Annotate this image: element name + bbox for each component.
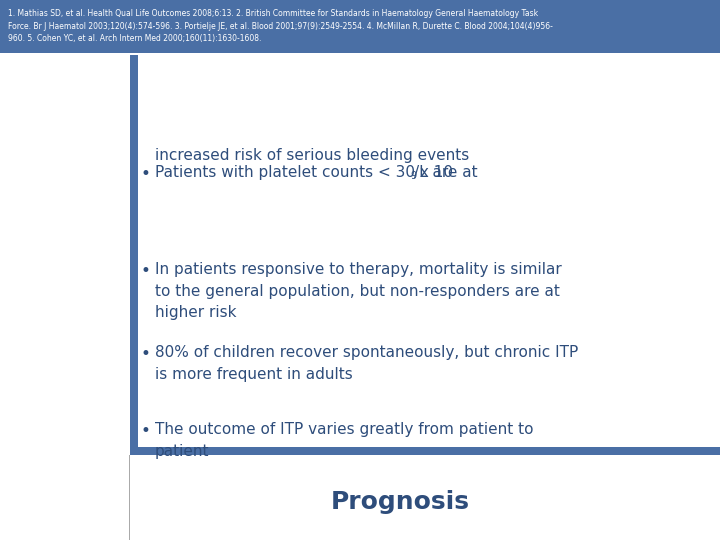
Text: •: • [140, 345, 150, 363]
Bar [130, 55, 138, 455]
Text: /L are at: /L are at [415, 165, 478, 180]
Text: increased risk of serious bleeding events: increased risk of serious bleeding event… [155, 148, 469, 163]
Text: •: • [140, 165, 150, 183]
Bar [129, 455, 130, 540]
Text: 9: 9 [410, 171, 416, 181]
Text: •: • [140, 262, 150, 280]
Text: Prognosis: Prognosis [330, 490, 469, 514]
Text: 80% of children recover spontaneously, but chronic ITP
is more frequent in adult: 80% of children recover spontaneously, b… [155, 345, 578, 382]
Bar [130, 447, 720, 455]
Text: Patients with platelet counts < 30 x 10: Patients with platelet counts < 30 x 10 [155, 165, 453, 180]
Bar [0, 0, 720, 53]
Text: •: • [140, 422, 150, 440]
Text: 1. Mathias SD, et al. Health Qual Life Outcomes 2008;6:13. 2. British Committee : 1. Mathias SD, et al. Health Qual Life O… [8, 10, 553, 44]
Text: In patients responsive to therapy, mortality is similar
to the general populatio: In patients responsive to therapy, morta… [155, 262, 562, 320]
Text: The outcome of ITP varies greatly from patient to
patient: The outcome of ITP varies greatly from p… [155, 422, 534, 458]
